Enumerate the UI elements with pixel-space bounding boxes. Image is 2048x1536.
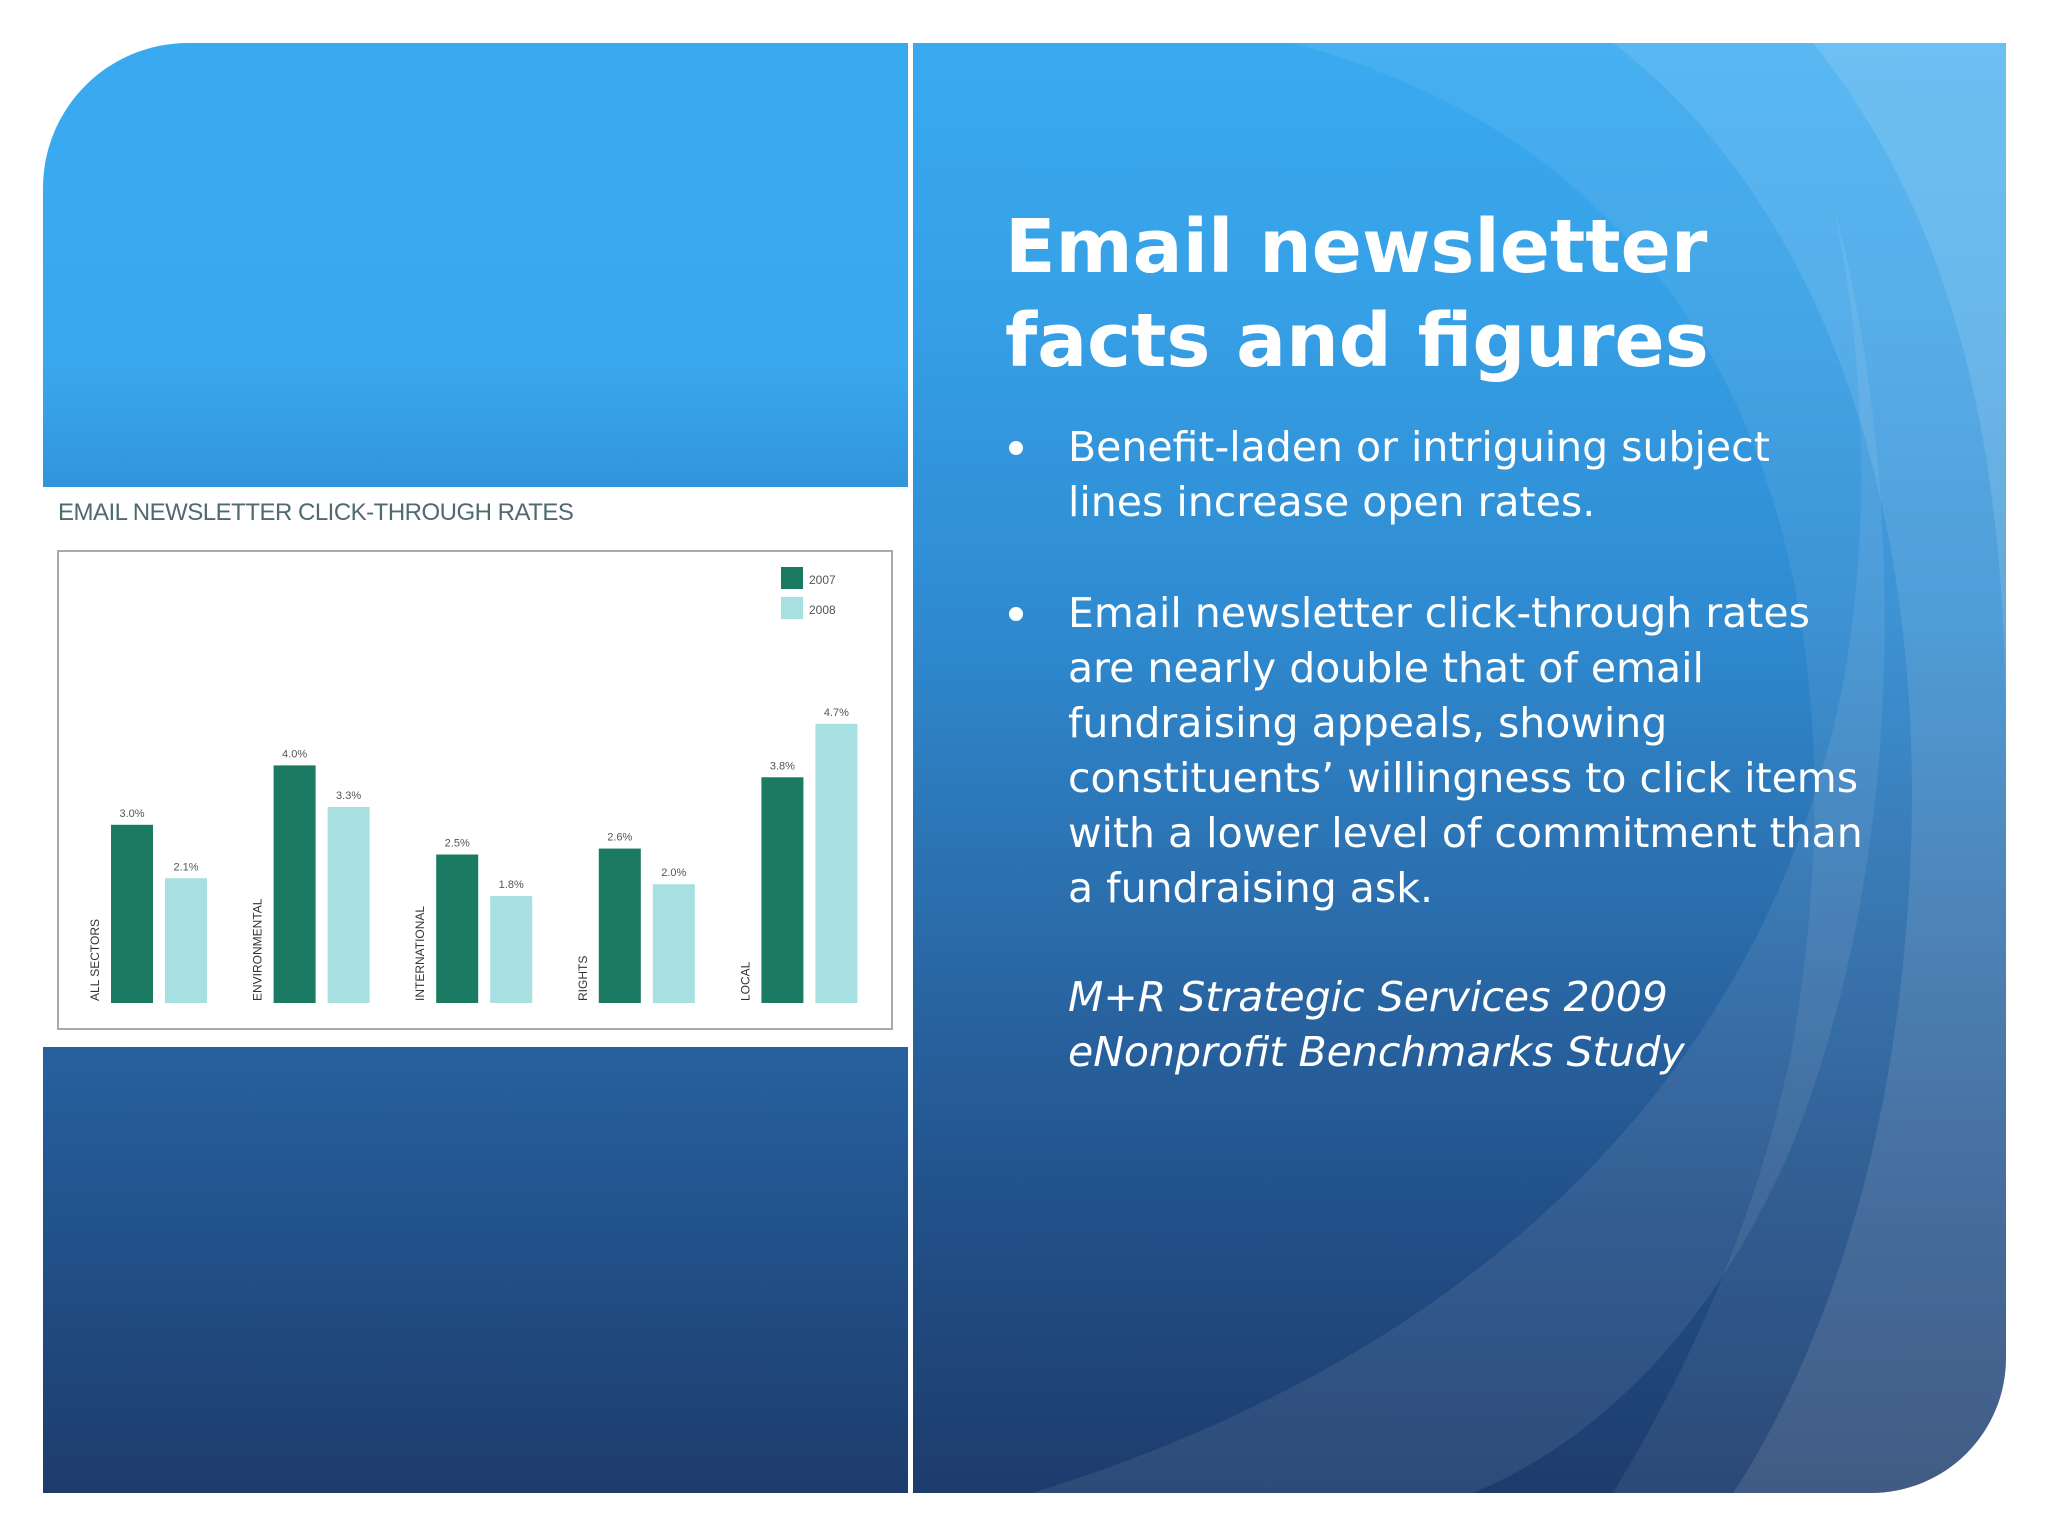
bullet-dot-icon [1009, 441, 1023, 455]
data-label: 1.8% [499, 879, 524, 891]
bullet-dot-icon [1009, 607, 1023, 621]
legend-swatch [781, 597, 803, 619]
bar-2007 [761, 777, 804, 1003]
data-label: 2.0% [661, 867, 686, 879]
data-label: 4.0% [282, 748, 307, 760]
bullet-list: Benefit-laden or intriguing subject line… [1005, 420, 1865, 972]
bullet-item: Email newsletter click-through rates are… [1005, 586, 1865, 916]
bullet-item: Benefit-laden or intriguing subject line… [1005, 420, 1865, 530]
data-label: 3.8% [770, 760, 795, 772]
bar-2008 [815, 723, 858, 1003]
category-label: RIGHTS [576, 956, 590, 1001]
legend-swatch [781, 567, 803, 589]
bar-2007 [111, 824, 153, 1003]
slide-title: Email newsletter facts and figures [1005, 204, 1709, 384]
right-panel-background [913, 43, 2006, 1493]
category-label: INTERNATIONAL [413, 906, 427, 1001]
category-label: LOCAL [738, 961, 752, 1001]
bar-2007 [436, 854, 479, 1003]
legend-label: 2008 [809, 603, 836, 617]
category-label: ENVIRONMENTAL [251, 898, 265, 1001]
bar-2008 [327, 806, 370, 1003]
source-citation: M+R Strategic Services 2009 eNonprofit B… [1068, 973, 1685, 1076]
chart-legend: 2007 2008 [781, 567, 836, 619]
chart-card: EMAIL NEWSLETTER CLICK-THROUGH RATES 200… [43, 487, 908, 1047]
bar-2007 [598, 848, 641, 1003]
data-label: 4.7% [824, 707, 849, 719]
legend-label: 2007 [809, 573, 836, 587]
chart-title: EMAIL NEWSLETTER CLICK-THROUGH RATES [58, 499, 574, 526]
data-label: 2.1% [173, 861, 198, 873]
bar-2008 [165, 878, 207, 1003]
data-label: 2.5% [445, 838, 470, 850]
bar-2007 [273, 765, 316, 1003]
bar-2008 [652, 884, 695, 1003]
bullet-text: Email newsletter click-through rates are… [1068, 589, 1863, 912]
category-label: ALL SECTORS [88, 919, 102, 1001]
data-label: 3.3% [336, 790, 361, 802]
bullet-text: Benefit-laden or intriguing subject line… [1068, 423, 1770, 526]
bar-2008 [490, 896, 533, 1003]
data-label: 3.0% [119, 808, 144, 820]
bar-chart: 2007 2008 3.0% 2.1% ALL SECTORS 4.0% 3.3% ENVI… [57, 550, 893, 1030]
decorative-waves [1033, 43, 2006, 1493]
data-label: 2.6% [607, 832, 632, 844]
